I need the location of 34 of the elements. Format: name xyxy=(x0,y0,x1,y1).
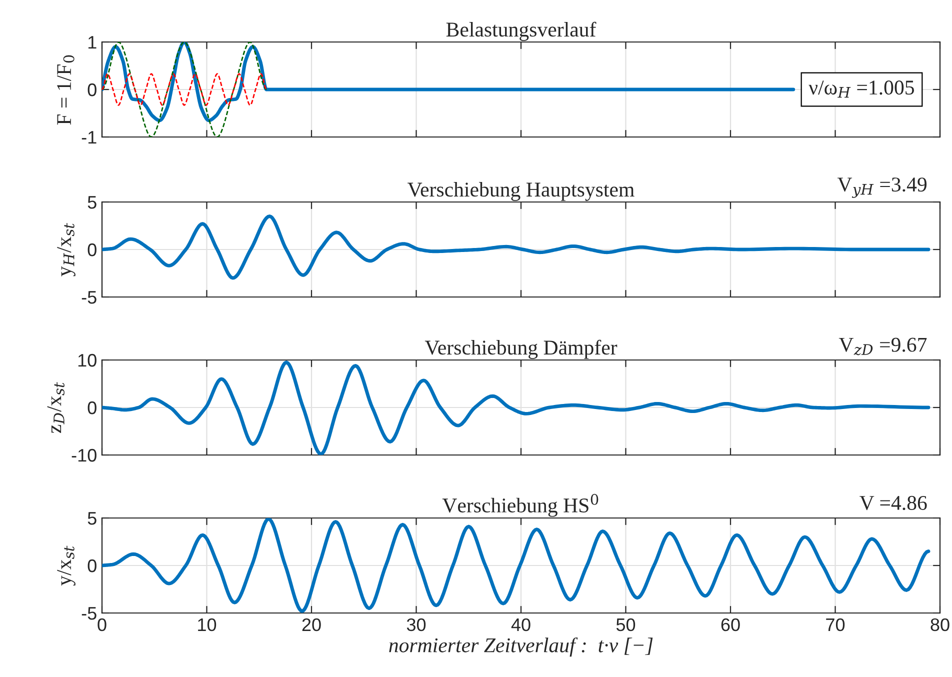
y-tick-label: -5 xyxy=(82,607,96,620)
text: V =4.86 xyxy=(860,496,927,510)
y-tick-label: 1 xyxy=(88,36,96,49)
y-tick-label: -10 xyxy=(72,448,96,462)
x-tick-label: 10 xyxy=(198,618,216,632)
y-tick-label: -5 xyxy=(82,291,96,304)
y-tick-label: 10 xyxy=(78,354,96,367)
y-tick-label: 0 xyxy=(88,243,96,256)
x-tick-label: 60 xyxy=(721,618,740,632)
y-axis-title: F = 1/F$_{0}$ xyxy=(57,55,74,125)
y-tick-label: 0 xyxy=(88,559,96,572)
y-tick-label: 0 xyxy=(88,83,96,96)
y-tick-label: 5 xyxy=(88,196,96,209)
x-tick-label: 0 xyxy=(98,618,106,632)
chart-title: Verschiebung HS$^{0}$ xyxy=(442,494,598,517)
x-axis-title: normierter Zeitverlauf : t·ν [−] xyxy=(389,637,653,657)
x-tick-label: 20 xyxy=(302,618,321,632)
chart-title: Belastungsverlauf xyxy=(446,22,596,41)
chart-title: Verschiebung Hauptsystem xyxy=(408,182,634,201)
y-axis-title: y/x$_{st}$ xyxy=(57,546,76,586)
y-tick-label: 0 xyxy=(88,401,96,414)
chart-title: Verschiebung Dämpfer xyxy=(424,340,618,359)
x-tick-label: 30 xyxy=(406,618,426,632)
x-tick-label: 80 xyxy=(930,618,950,632)
annotation: ν/ω$_{H}$ =1.005 xyxy=(808,80,914,98)
y-tick-label: 5 xyxy=(88,512,96,525)
text: V$_{yH}$ =3.49 xyxy=(837,178,927,198)
x-tick-label: 40 xyxy=(511,618,530,632)
text: V$_{zD}$ =9.67 xyxy=(838,338,927,356)
y-axis-title: y$_{H}$/x$_{st}$ xyxy=(57,222,76,276)
y-tick-label: -1 xyxy=(82,131,96,144)
x-tick-label: 50 xyxy=(616,618,636,632)
x-tick-label: 70 xyxy=(826,618,845,632)
y-axis-title: z$_{D}$/x$_{st}$ xyxy=(47,382,64,433)
